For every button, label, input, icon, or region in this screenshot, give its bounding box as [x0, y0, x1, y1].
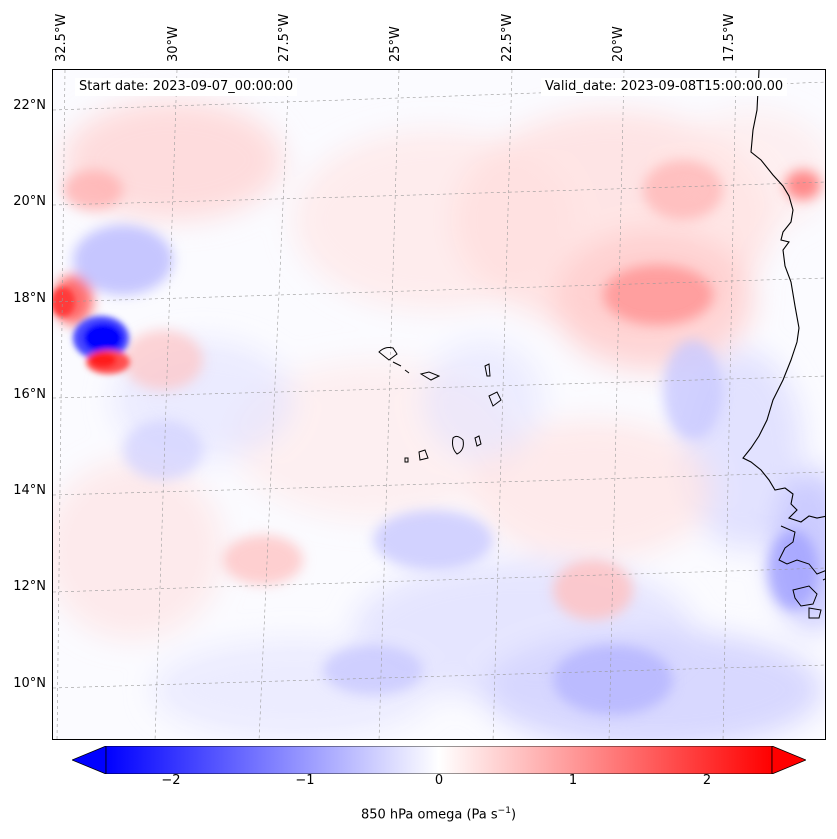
colorbar-gradient	[105, 746, 773, 774]
island-maio	[474, 435, 482, 447]
colorbar-label-text: 850 hPa omega (Pa s	[360, 807, 498, 823]
lat-label-22n: 22°N	[13, 98, 46, 113]
omega-field	[53, 70, 825, 739]
colorbar-label-close: )	[510, 807, 517, 823]
colorbar	[72, 746, 806, 774]
colorbar-extend-min	[72, 746, 107, 774]
cape-verde-islands	[378, 347, 502, 463]
colorbar-tick-label: −1	[295, 773, 315, 788]
lat-label-20n: 20°N	[13, 194, 46, 209]
lat-label-10n: 10°N	[13, 676, 46, 691]
lon-label-25w: 25°W	[388, 26, 403, 62]
lon-label-17-5w: 17.5°W	[722, 13, 737, 62]
graticule	[53, 70, 825, 739]
start-date-label: Start date: 2023-09-07_00:00:00	[75, 78, 298, 96]
lon-label-32-5w: 32.5°W	[54, 13, 69, 62]
lon-label-27-5w: 27.5°W	[277, 13, 292, 62]
island-brava	[404, 457, 409, 463]
island-sal	[484, 363, 491, 377]
island-fogo	[418, 449, 429, 461]
island-sao-vicente	[392, 361, 402, 367]
valid-date-label: Valid_date: 2023-09-08T15:00:00.00	[541, 78, 788, 96]
lat-label-16n: 16°N	[13, 387, 46, 402]
lat-label-12n: 12°N	[13, 579, 46, 594]
colorbar-tick-label: 2	[702, 773, 712, 788]
omega-dipole	[53, 287, 130, 374]
colorbar-label-exponent: −1	[497, 806, 511, 816]
colorbar-tick-label: 0	[434, 773, 444, 788]
lat-label-14n: 14°N	[13, 483, 46, 498]
lon-label-20w: 20°W	[611, 26, 626, 62]
map-plot-area	[52, 69, 826, 740]
lon-label-30w: 30°W	[166, 26, 181, 62]
lat-label-18n: 18°N	[13, 291, 46, 306]
coastline-africa	[742, 70, 825, 523]
island-sao-nicolau	[419, 371, 441, 381]
island-santa-luzia	[404, 369, 410, 374]
lon-label-22-5w: 22.5°W	[500, 13, 515, 62]
island-santiago	[452, 435, 464, 455]
island-boa-vista	[488, 391, 502, 407]
colorbar-extend-max	[771, 746, 806, 774]
island-santo-antao	[378, 347, 398, 361]
colorbar-label: 850 hPa omega (Pa s−1)	[0, 806, 837, 822]
colorbar-tick-label: −2	[161, 773, 181, 788]
colorbar-tick-label: 1	[568, 773, 578, 788]
coastline-guinea-bissau	[778, 525, 825, 619]
